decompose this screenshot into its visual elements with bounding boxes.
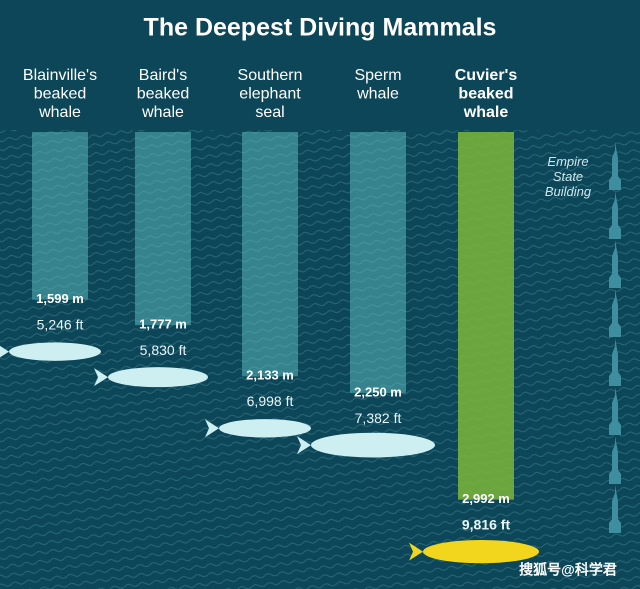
value-label: 1,599 m [36,291,84,306]
building-icon [609,289,621,337]
building-icon [609,338,621,386]
animal-tail [409,542,423,561]
animal [108,367,208,388]
feet-label: 6,998 ft [247,393,294,409]
building-icon [609,240,621,288]
value-label: 1,777 m [139,317,187,332]
value-label: 2,133 m [246,368,294,383]
animal-tail [205,419,219,438]
bar [135,132,191,326]
animal [311,432,435,458]
feet-label: 7,382 ft [355,410,402,426]
category-label: Sperm whale [354,67,401,102]
bar [458,132,514,500]
feet-label: 5,246 ft [37,316,84,332]
bar [350,132,406,394]
building-icon [609,485,621,533]
category-label: Blainville's beaked whale [23,67,97,121]
animal-tail [0,345,9,358]
building-icon [609,191,621,239]
category-label: Baird's beaked whale [137,67,190,121]
building-icon [609,142,621,190]
category-label: Southern elephant seal [238,67,303,121]
animal [423,540,539,564]
animal [219,419,311,438]
annotation: Empire State Building [545,154,592,199]
bar [242,132,298,377]
animal [9,342,101,361]
value-label: 2,250 m [354,385,402,400]
animal-tail [94,368,108,387]
chart-title: The Deepest Diving Mammals [144,14,497,42]
feet-label: 9,816 ft [462,516,511,532]
building-icon [609,436,621,484]
watermark: 搜狐号@科学君 [519,562,617,578]
bar [32,132,88,300]
value-label: 2,992 m [462,491,510,506]
water-texture [0,130,640,589]
animal-tail [297,436,311,455]
category-label: Cuvier's beaked whale [455,67,518,121]
building-icons [609,142,621,533]
building-icon [609,387,621,435]
feet-label: 5,830 ft [140,342,187,358]
